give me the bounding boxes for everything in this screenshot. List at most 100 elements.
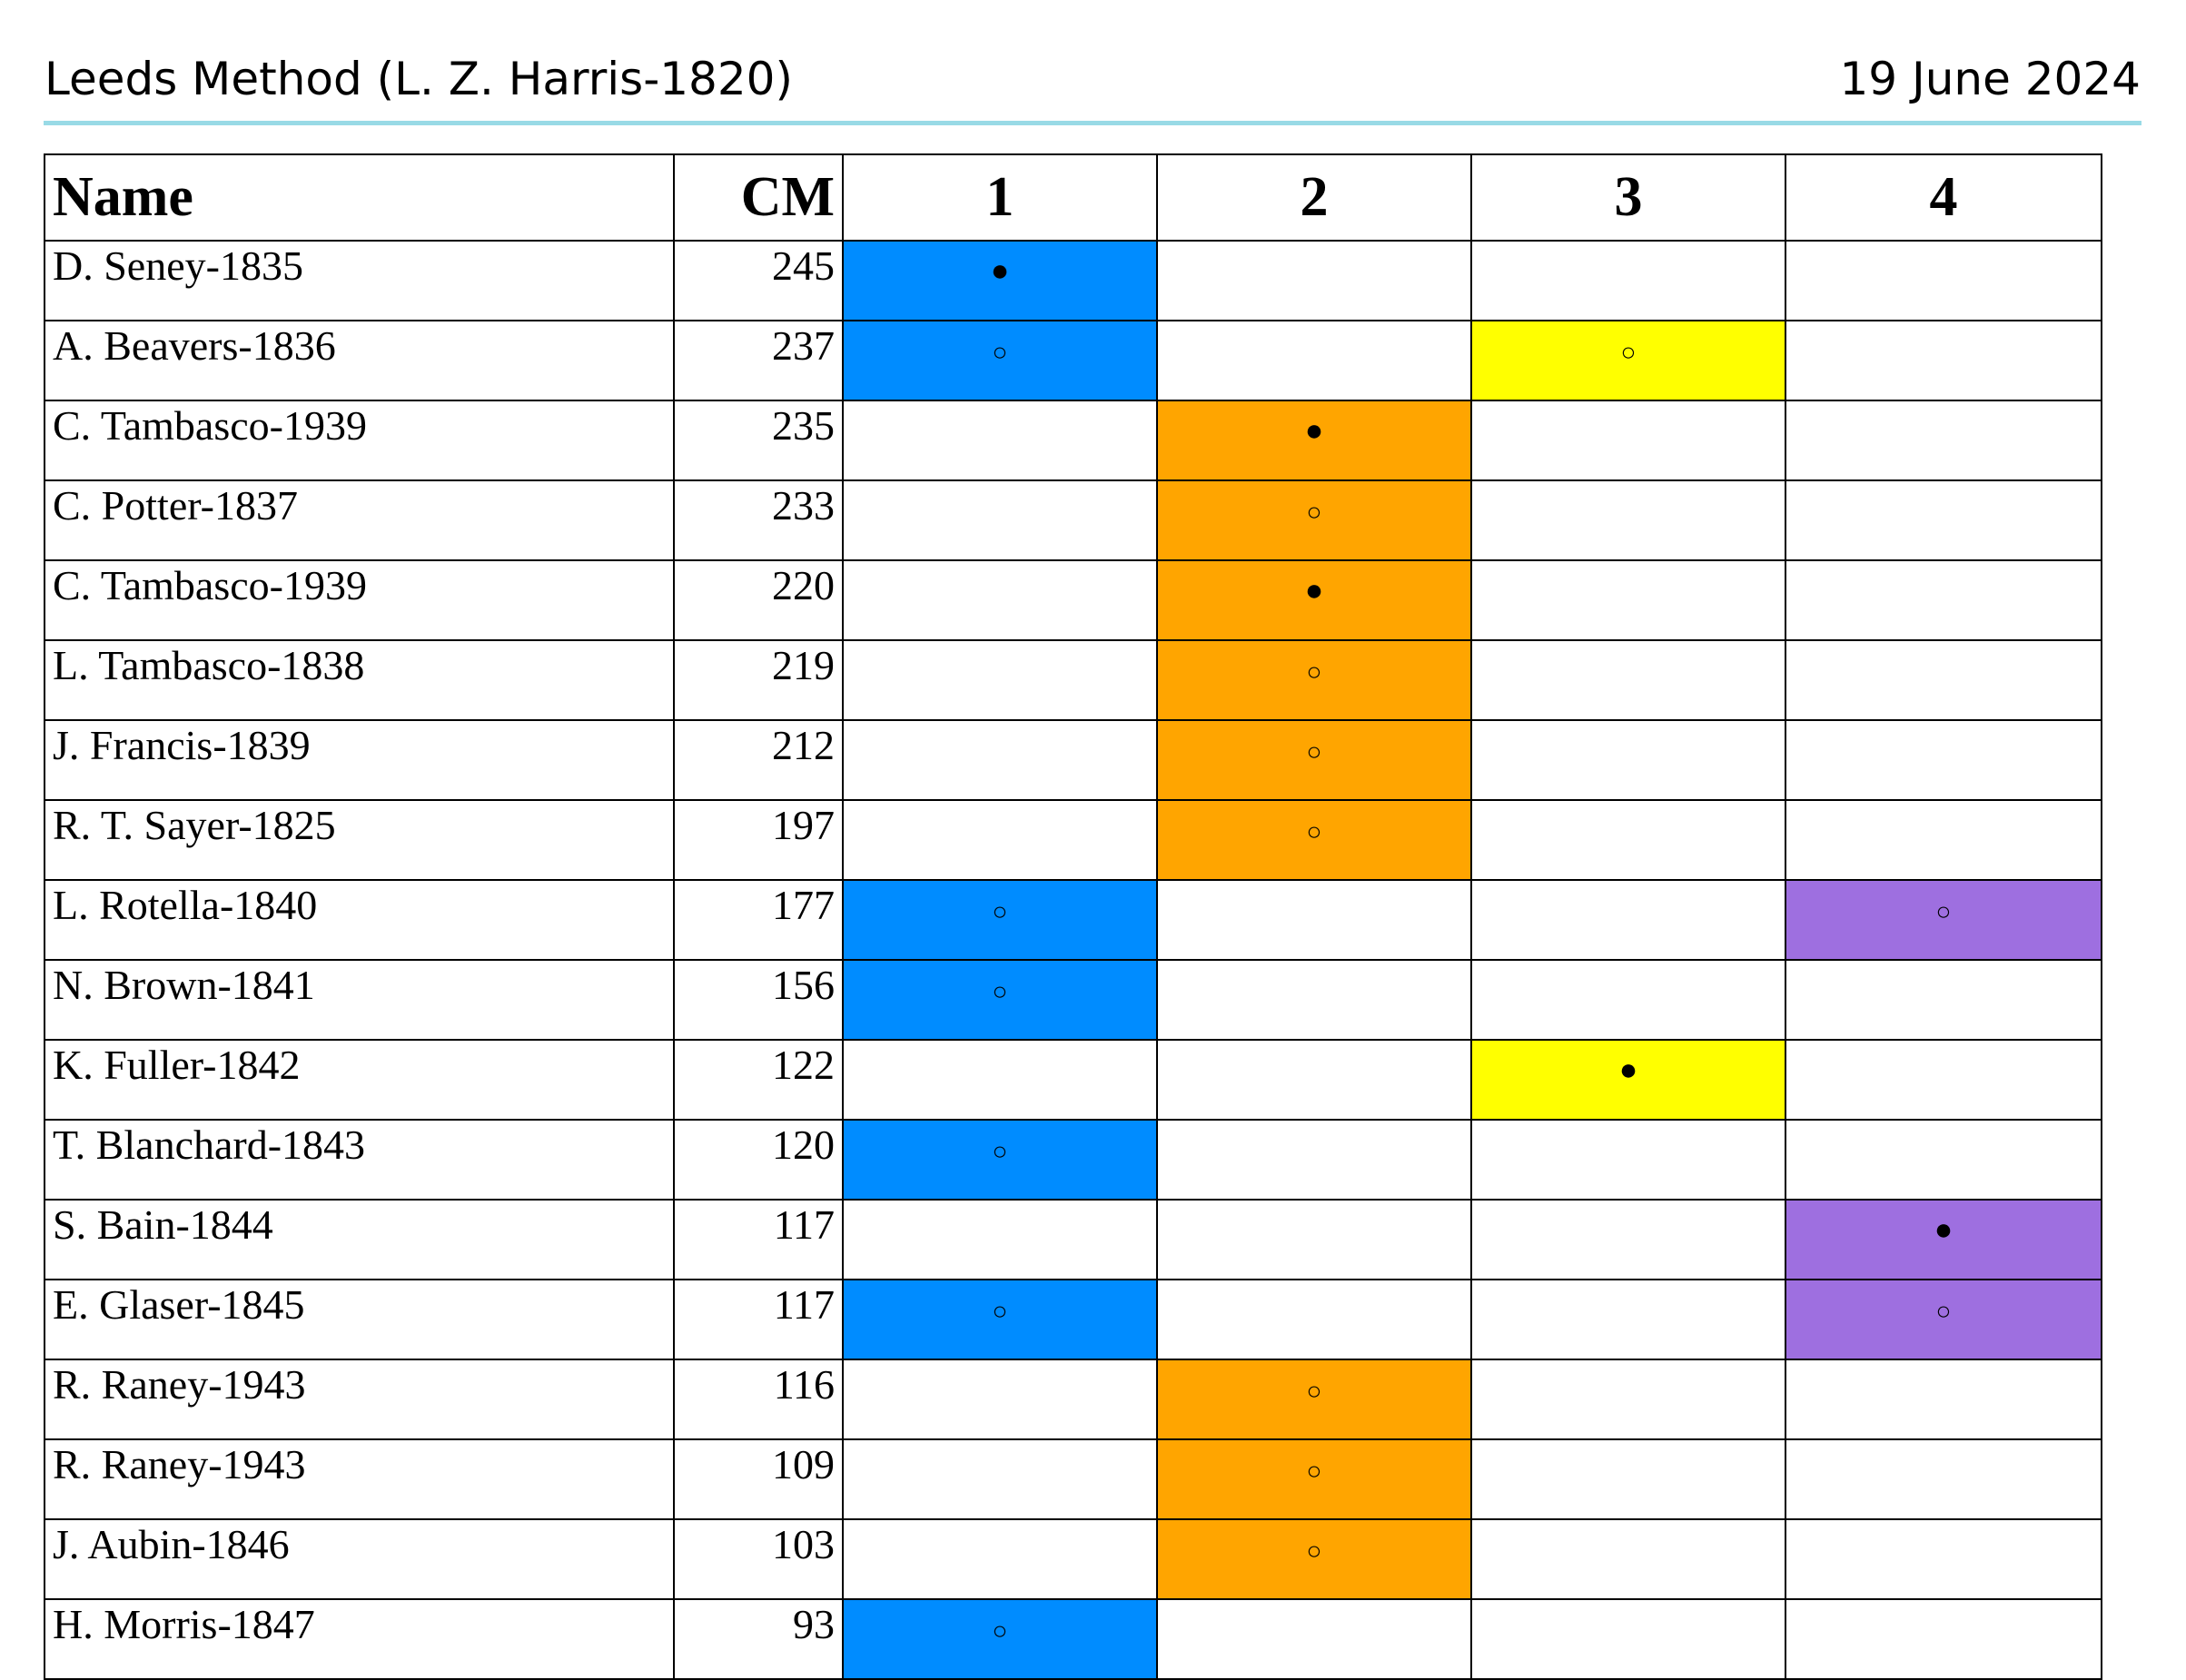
match-cm: 245 bbox=[673, 240, 844, 321]
table-row: A. Beavers-1836 237 ○ ○ bbox=[44, 320, 2102, 401]
group-1-cell bbox=[842, 1039, 1158, 1121]
match-name: R. Raney-1943 bbox=[44, 1359, 675, 1440]
group-2-cell: ○ bbox=[1156, 1359, 1472, 1440]
match-name: S. Bain-1844 bbox=[44, 1199, 675, 1280]
match-name: L. Tambasco-1838 bbox=[44, 639, 675, 721]
hollow-circle-icon: ○ bbox=[992, 898, 1008, 926]
page-title: Leeds Method (L. Z. Harris-1820) bbox=[45, 53, 793, 105]
group-4-cell bbox=[1785, 400, 2102, 481]
group-2-cell bbox=[1156, 879, 1472, 961]
group-1-cell bbox=[842, 559, 1158, 641]
table-row: K. Fuller-1842 122 ● bbox=[44, 1039, 2102, 1121]
group-4-cell bbox=[1785, 799, 2102, 881]
group-1-cell: ○ bbox=[842, 1119, 1158, 1201]
group-4-cell bbox=[1785, 320, 2102, 401]
match-name: A. Beavers-1836 bbox=[44, 320, 675, 401]
column-header-group-4: 4 bbox=[1785, 153, 2102, 242]
group-4-cell: ● bbox=[1785, 1199, 2102, 1280]
group-3-cell bbox=[1470, 719, 1786, 801]
match-name: N. Brown-1841 bbox=[44, 959, 675, 1041]
table-row: R. Raney-1943 116 ○ bbox=[44, 1359, 2102, 1440]
match-name: T. Blanchard-1843 bbox=[44, 1119, 675, 1201]
group-3-cell bbox=[1470, 1119, 1786, 1201]
match-name: J. Aubin-1846 bbox=[44, 1518, 675, 1600]
table-row: N. Brown-1841 156 ○ bbox=[44, 959, 2102, 1041]
group-2-cell bbox=[1156, 320, 1472, 401]
group-3-cell bbox=[1470, 1438, 1786, 1520]
column-header-group-3: 3 bbox=[1470, 153, 1786, 242]
filled-circle-icon: ● bbox=[1934, 1213, 1954, 1247]
group-2-cell bbox=[1156, 240, 1472, 321]
group-4-cell bbox=[1785, 719, 2102, 801]
group-2-cell bbox=[1156, 959, 1472, 1041]
cluster-table: Name CM 1 2 3 4 D. Seney-1835 245 ● A. Beav… bbox=[44, 153, 2102, 1680]
group-1-cell: ○ bbox=[842, 1598, 1158, 1680]
hollow-circle-icon: ○ bbox=[992, 978, 1008, 1006]
group-1-cell: ○ bbox=[842, 959, 1158, 1041]
hollow-circle-icon: ○ bbox=[992, 1138, 1008, 1166]
hollow-circle-icon: ○ bbox=[992, 1298, 1008, 1326]
match-name: K. Fuller-1842 bbox=[44, 1039, 675, 1121]
group-1-cell bbox=[842, 799, 1158, 881]
column-header-cm: CM bbox=[673, 153, 844, 242]
match-cm: 220 bbox=[673, 559, 844, 641]
group-3-cell bbox=[1470, 1199, 1786, 1280]
report-date: 19 June 2024 bbox=[1839, 53, 2141, 105]
match-name: C. Tambasco-1939 bbox=[44, 400, 675, 481]
group-4-cell bbox=[1785, 1438, 2102, 1520]
table-row: S. Bain-1844 117 ● bbox=[44, 1199, 2102, 1280]
hollow-circle-icon: ○ bbox=[1306, 499, 1322, 527]
column-header-name: Name bbox=[44, 153, 675, 242]
group-3-cell: ○ bbox=[1470, 320, 1786, 401]
group-1-cell bbox=[842, 1438, 1158, 1520]
match-cm: 237 bbox=[673, 320, 844, 401]
group-4-cell bbox=[1785, 959, 2102, 1041]
hollow-circle-icon: ○ bbox=[1935, 1298, 1952, 1326]
match-cm: 120 bbox=[673, 1119, 844, 1201]
table-row: R. Raney-1943 109 ○ bbox=[44, 1438, 2102, 1520]
match-cm: 233 bbox=[673, 479, 844, 561]
filled-circle-icon: ● bbox=[1304, 414, 1324, 448]
group-3-cell bbox=[1470, 1518, 1786, 1600]
group-3-cell bbox=[1470, 1279, 1786, 1360]
table-row: C. Potter-1837 233 ○ bbox=[44, 479, 2102, 561]
group-1-cell: ○ bbox=[842, 879, 1158, 961]
group-1-cell bbox=[842, 479, 1158, 561]
match-name: C. Potter-1837 bbox=[44, 479, 675, 561]
table-row: J. Francis-1839 212 ○ bbox=[44, 719, 2102, 801]
filled-circle-icon: ● bbox=[1304, 574, 1324, 608]
group-3-cell: ● bbox=[1470, 1039, 1786, 1121]
table-row: T. Blanchard-1843 120 ○ bbox=[44, 1119, 2102, 1201]
match-cm: 109 bbox=[673, 1438, 844, 1520]
group-4-cell bbox=[1785, 559, 2102, 641]
group-4-cell bbox=[1785, 1518, 2102, 1600]
match-cm: 122 bbox=[673, 1039, 844, 1121]
group-2-cell bbox=[1156, 1119, 1472, 1201]
group-2-cell bbox=[1156, 1598, 1472, 1680]
match-name: H. Morris-1847 bbox=[44, 1598, 675, 1680]
group-4-cell: ○ bbox=[1785, 1279, 2102, 1360]
match-name: R. Raney-1943 bbox=[44, 1438, 675, 1520]
group-3-cell bbox=[1470, 639, 1786, 721]
match-name: D. Seney-1835 bbox=[44, 240, 675, 321]
group-2-cell bbox=[1156, 1039, 1472, 1121]
table-header-row: Name CM 1 2 3 4 bbox=[44, 153, 2102, 242]
group-1-cell: ○ bbox=[842, 320, 1158, 401]
group-2-cell: ○ bbox=[1156, 799, 1472, 881]
table-row: C. Tambasco-1939 235 ● bbox=[44, 400, 2102, 481]
group-3-cell bbox=[1470, 400, 1786, 481]
group-4-cell bbox=[1785, 1598, 2102, 1680]
table-row: H. Morris-1847 93 ○ bbox=[44, 1598, 2102, 1680]
group-4-cell bbox=[1785, 1119, 2102, 1201]
group-3-cell bbox=[1470, 879, 1786, 961]
group-1-cell bbox=[842, 1518, 1158, 1600]
hollow-circle-icon: ○ bbox=[1306, 818, 1322, 846]
table-row: D. Seney-1835 245 ● bbox=[44, 240, 2102, 321]
match-cm: 103 bbox=[673, 1518, 844, 1600]
group-3-cell bbox=[1470, 1359, 1786, 1440]
hollow-circle-icon: ○ bbox=[992, 339, 1008, 367]
hollow-circle-icon: ○ bbox=[992, 1617, 1008, 1645]
table-row: J. Aubin-1846 103 ○ bbox=[44, 1518, 2102, 1600]
match-cm: 235 bbox=[673, 400, 844, 481]
group-1-cell: ○ bbox=[842, 1279, 1158, 1360]
